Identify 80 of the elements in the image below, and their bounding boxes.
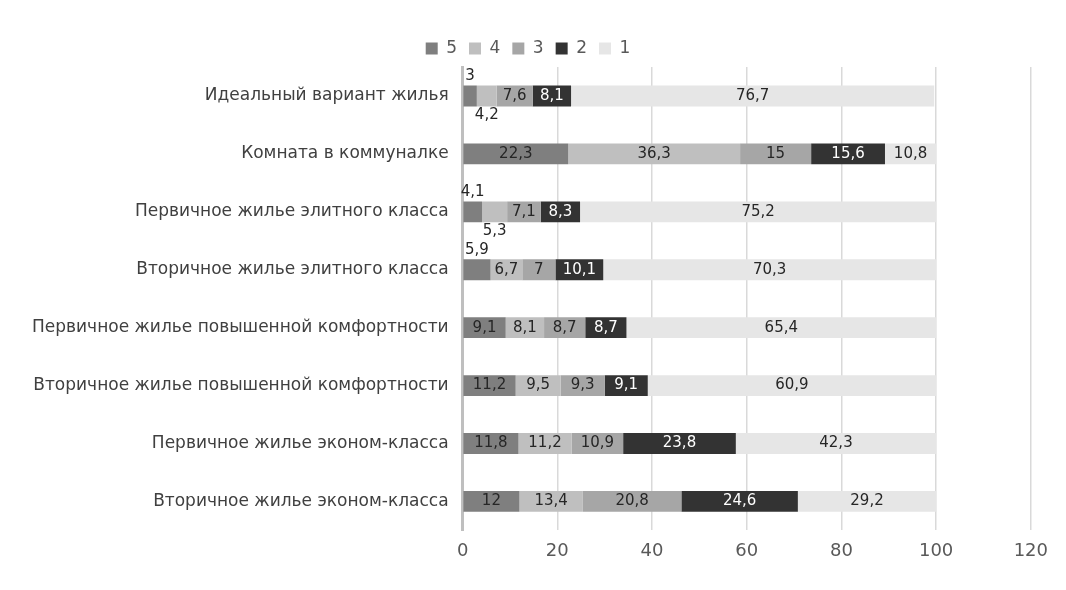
legend-label: 5 <box>446 36 458 57</box>
x-tick-label: 100 <box>918 538 954 560</box>
legend-label: 1 <box>619 36 631 57</box>
data-label: 8,1 <box>539 85 564 104</box>
data-label: 9,3 <box>570 375 595 394</box>
data-label: 7,6 <box>502 85 527 104</box>
data-label: 7 <box>534 259 544 278</box>
data-label: 70,3 <box>752 259 787 278</box>
bar <box>740 143 812 165</box>
x-tick-label: 120 <box>1013 538 1048 560</box>
y-tick-label: Вторичное жилье элитного класса <box>136 258 449 279</box>
bar <box>603 259 937 281</box>
data-label: 60,9 <box>775 375 809 394</box>
data-label: 4,2 <box>474 105 499 124</box>
data-label: 10,1 <box>562 259 597 278</box>
data-label: 10,8 <box>893 143 928 162</box>
data-label: 9,1 <box>472 317 497 336</box>
data-label: 4,1 <box>460 182 485 201</box>
legend-label: 2 <box>576 36 587 57</box>
data-label: 8,3 <box>548 201 573 220</box>
x-tick-label: 20 <box>545 538 569 560</box>
data-label: 11,2 <box>528 433 562 452</box>
data-label: 22,3 <box>499 143 533 162</box>
data-label: 13,4 <box>534 491 568 510</box>
data-label: 3 <box>465 66 475 85</box>
data-label: 65,4 <box>764 317 798 336</box>
data-label: 5,3 <box>482 221 507 240</box>
data-label: 8,7 <box>552 317 577 336</box>
data-label: 6,7 <box>494 259 519 278</box>
bar <box>463 85 477 107</box>
bar <box>463 201 483 223</box>
bar <box>463 259 491 281</box>
data-label: 9,5 <box>526 375 551 394</box>
y-tick-label: Вторичное жилье повышенной комфортности <box>33 374 449 395</box>
y-tick-label: Первичное жилье элитного класса <box>134 200 449 221</box>
bar <box>647 375 937 397</box>
data-label: 75,2 <box>741 201 775 220</box>
x-tick-label: 60 <box>735 538 759 560</box>
bar <box>571 85 935 107</box>
data-label: 11,2 <box>472 375 507 394</box>
y-tick-label: Первичное жилье повышенной комфортности <box>32 316 449 337</box>
data-label: 76,7 <box>735 85 770 104</box>
bar <box>580 201 937 223</box>
data-label: 9,1 <box>614 375 639 394</box>
y-tick-label: Вторичное жилье эконом-класса <box>153 489 449 510</box>
bar <box>522 259 556 281</box>
data-label: 8,1 <box>512 317 537 336</box>
x-tick-label: 0 <box>456 538 469 560</box>
bar <box>463 143 569 165</box>
x-tick-label: 40 <box>640 538 664 560</box>
y-tick-label: Идеальный вариант жилья <box>204 84 449 105</box>
bar <box>797 491 937 512</box>
bar <box>476 85 497 107</box>
bar <box>568 143 741 165</box>
legend-label: 3 <box>532 36 544 57</box>
data-label: 5,9 <box>465 240 489 259</box>
data-label: 10,9 <box>580 433 615 452</box>
bar <box>626 317 937 339</box>
data-label: 23,8 <box>662 433 697 452</box>
data-label: 7,1 <box>512 201 536 220</box>
y-tick-label: Комната в коммуналке <box>241 142 449 163</box>
data-label: 15 <box>766 143 786 162</box>
legend-label: 4 <box>489 36 501 57</box>
data-label: 36,3 <box>637 143 671 162</box>
data-label: 11,8 <box>474 433 508 452</box>
bar <box>735 433 937 454</box>
data-label: 24,6 <box>722 491 757 510</box>
data-label: 8,7 <box>593 317 618 336</box>
bar <box>681 491 798 512</box>
y-tick-label: Первичное жилье эконом-класса <box>151 431 449 452</box>
bar <box>623 433 736 454</box>
bar <box>463 491 520 512</box>
data-label: 29,2 <box>850 491 884 510</box>
data-label: 12 <box>481 491 501 510</box>
data-label: 20,8 <box>615 491 649 510</box>
bar <box>582 491 682 512</box>
x-tick-label: 80 <box>829 538 853 560</box>
data-label: 42,3 <box>819 433 853 452</box>
bar <box>482 201 508 223</box>
data-label: 15,6 <box>831 143 865 162</box>
